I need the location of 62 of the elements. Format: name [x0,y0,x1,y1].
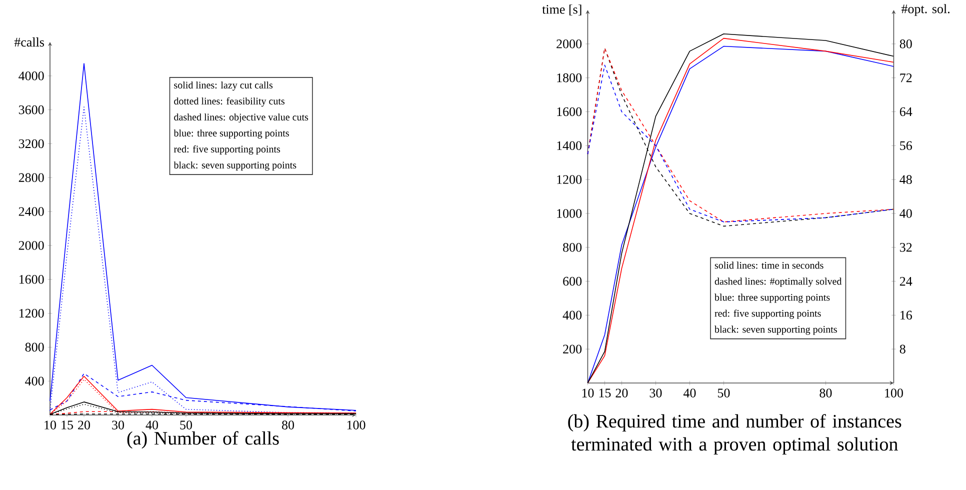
y-tick-label: 200 [563,344,582,354]
y2-tick-label: 64 [900,107,912,116]
y2-tick-label: 56 [900,141,912,150]
y-tick-label: 1400 [557,141,582,150]
annotation: red: five supporting points [174,145,280,155]
y2-tick-label: 32 [900,242,912,252]
annotation: blue: three supporting points [174,129,289,139]
y-tick-label: 600 [563,276,582,286]
y-tick-label: 1000 [557,209,582,218]
x-tick-label: 80 [282,420,294,430]
annotation: black: seven supporting points [174,161,296,171]
y-axis-title: time [s] [542,4,582,16]
x-tick-label: 40 [683,388,696,398]
y-tick-label: 4000 [18,72,44,80]
y2-tick-label: 72 [900,74,912,82]
x-tick-label: 20 [616,388,628,398]
y-tick-label: 2000 [18,241,44,250]
y2-tick-label: 40 [900,209,912,218]
x-tick-label: 20 [78,420,90,430]
annotation: dotted lines: feasibility cuts [174,97,284,107]
y-tick-label: 2000 [556,40,582,48]
x-tick-label: 50 [180,420,192,430]
y-tick-label: 3600 [18,105,44,114]
annotation: black: seven supporting points [714,326,837,335]
y2-tick-label: 80 [900,40,912,48]
y-tick-label: 400 [25,376,44,386]
x-tick-label: 10 [582,388,594,398]
y-axis-title: #calls [14,37,44,47]
y2-tick-label: 24 [900,276,912,286]
y2-tick-label: 48 [900,175,912,184]
y2-tick-label: 8 [900,344,906,354]
y-tick-label: 800 [563,242,582,252]
annotation: dashed lines: objective value cuts [174,113,308,123]
x-tick-label: 100 [347,420,366,430]
y-tick-label: 1200 [19,308,44,318]
text: (b) Required time and number of instances terminated with a proven optimal solution [568,414,902,455]
y-tick-label: 2400 [18,207,44,216]
x-tick-label: 50 [718,388,730,398]
annotation: solid lines: time in seconds [714,262,824,269]
y-tick-label: 1800 [557,73,582,82]
y-tick-label: 1600 [19,274,44,284]
x-tick-label: 80 [820,388,832,398]
y2-tick-label: 16 [900,310,912,320]
y-tick-label: 400 [562,310,582,320]
y-tick-label: 800 [25,342,44,352]
x-tick-label: 40 [146,420,158,430]
annotation: dashed lines: #optimally solved [714,278,842,287]
y-tick-label: 2800 [18,173,44,182]
text: (a) Number of calls [127,431,279,449]
annotation: red: five supporting points [714,310,821,319]
x-tick-label: 100 [885,388,903,398]
y2-axis-title: #opt. sol. [901,4,950,16]
x-tick-label: 30 [112,420,124,430]
x-tick-label: 15 [599,388,611,398]
annotation: blue: three supporting points [714,294,830,303]
y-tick-label: 1200 [557,175,582,184]
x-tick-label: 15 [62,420,73,430]
y-tick-label: 1600 [557,107,582,116]
x-tick-label: 10 [44,420,56,430]
annotation: solid lines: lazy cut calls [174,81,273,91]
x-tick-label: 30 [650,388,662,398]
y-tick-label: 3200 [18,139,44,148]
